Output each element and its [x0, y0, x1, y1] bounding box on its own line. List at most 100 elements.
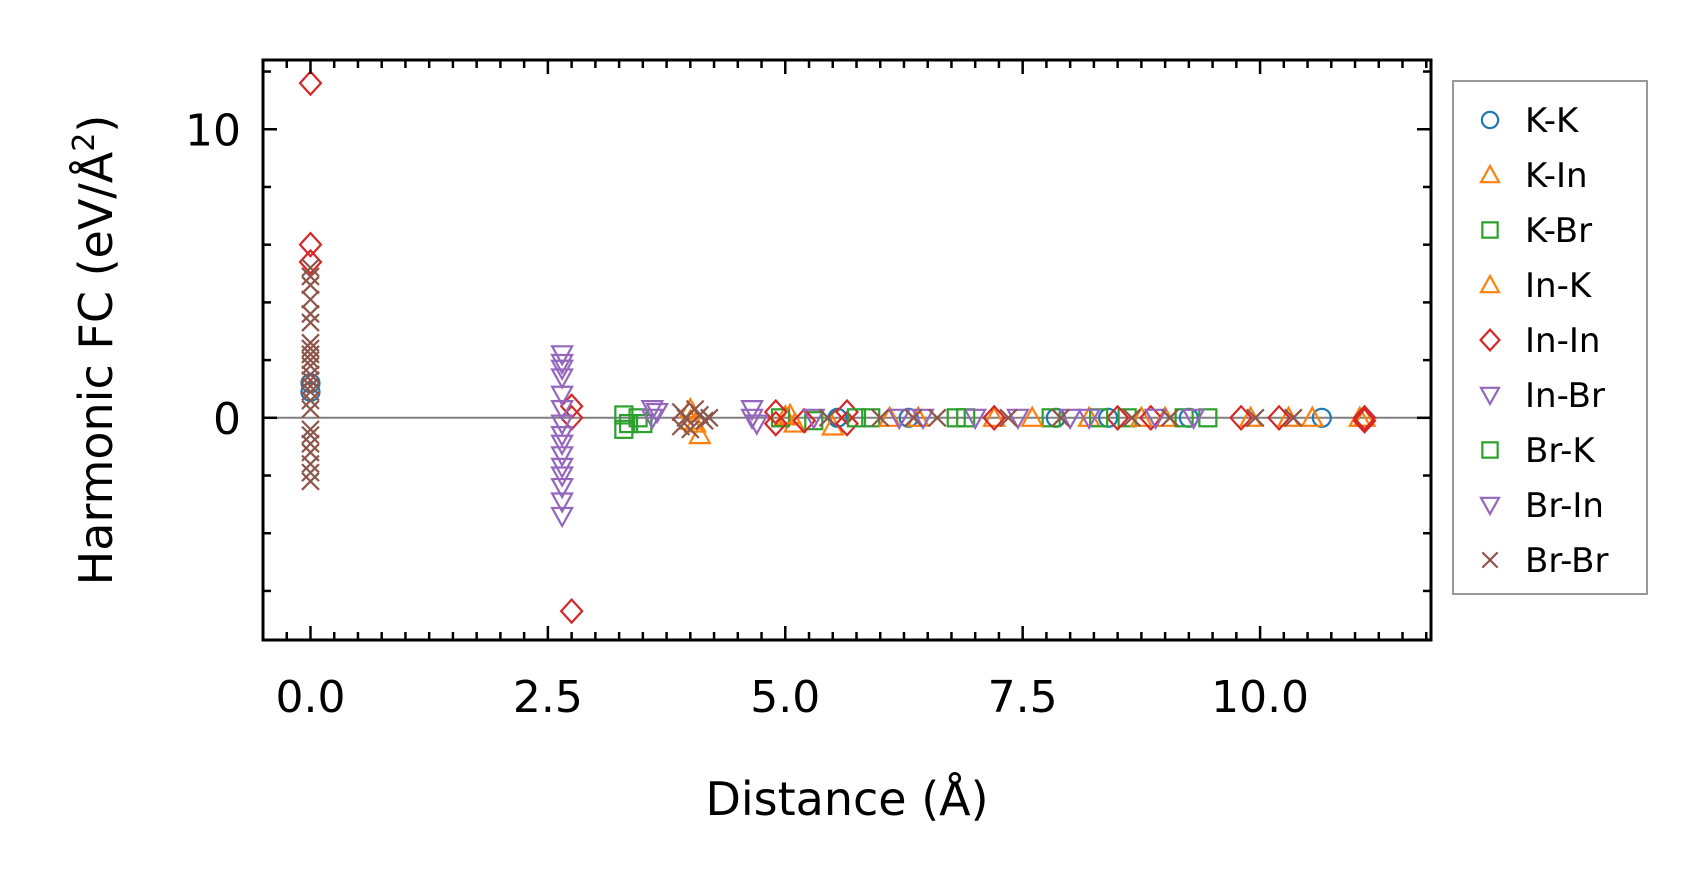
- data-point-in-in: [792, 407, 817, 434]
- legend-entry-br-in: Br-In: [1479, 486, 1604, 526]
- data-point-in-in: [298, 231, 323, 258]
- legend-label: In-K: [1525, 266, 1593, 306]
- x-tick-label: 0.0: [275, 672, 345, 723]
- series-br-in: [640, 400, 1206, 436]
- data-point-in-in: [298, 69, 323, 97]
- legend: K-K K-In K-Br In-K In-In In-Br Br-K Br-In Br-Br: [1452, 80, 1648, 595]
- data-point-br-br: [301, 313, 320, 332]
- legend-label: Br-K: [1525, 431, 1596, 471]
- data-point-in-br: [550, 368, 574, 390]
- data-point-in-in: [1105, 404, 1130, 431]
- legend-marker: [1481, 551, 1499, 569]
- data-point-br-br: [301, 420, 320, 439]
- series-in-br: [550, 345, 1168, 529]
- data-point-br-br: [301, 267, 320, 286]
- data-point-k-in: [1300, 405, 1325, 427]
- x-tick-label: 2.5: [513, 672, 583, 723]
- legend-label: K-Br: [1525, 211, 1592, 251]
- data-point-br-br: [301, 258, 320, 278]
- data-point-in-br: [1143, 408, 1168, 431]
- data-point-br-k: [633, 413, 653, 434]
- data-point-br-in: [645, 402, 669, 425]
- series-br-br: [301, 258, 1303, 491]
- data-point-br-in: [640, 408, 665, 431]
- legend-entry-k-k: K-K: [1480, 101, 1580, 141]
- data-point-br-in: [1006, 408, 1030, 431]
- data-point-br-k: [946, 408, 966, 428]
- data-point-in-in: [1267, 404, 1292, 431]
- x-axis-label: Distance (Å): [705, 772, 988, 826]
- data-point-br-br: [301, 425, 320, 445]
- data-point-br-br: [301, 350, 320, 370]
- data-point-in-br: [550, 434, 574, 457]
- data-point-br-br: [700, 408, 719, 428]
- legend-label: K-In: [1525, 156, 1588, 196]
- data-point-br-br: [301, 434, 320, 454]
- legend-label: Br-Br: [1525, 541, 1609, 581]
- data-point-in-k: [1020, 405, 1045, 427]
- data-point-br-br: [301, 290, 320, 309]
- data-point-br-br: [681, 420, 700, 439]
- data-point-br-br: [301, 454, 320, 474]
- legend-marker: [1480, 110, 1500, 130]
- data-point-k-in: [982, 405, 1007, 427]
- x-tick-label: 7.5: [988, 672, 1058, 723]
- data-point-br-br: [1246, 408, 1265, 428]
- data-point-in-br: [550, 506, 574, 529]
- plot-frame: [261, 58, 1433, 642]
- data-point-in-br: [550, 466, 574, 488]
- y-axis-label-superscript: 2: [67, 133, 102, 152]
- data-point-in-br: [801, 408, 826, 431]
- legend-entry-k-in: K-In: [1479, 156, 1588, 196]
- data-point-in-br: [550, 400, 574, 422]
- data-point-in-in: [1352, 404, 1377, 431]
- y-axis-label-suffix: ): [69, 115, 123, 133]
- data-point-in-in: [835, 410, 859, 437]
- data-point-br-br: [1051, 408, 1070, 428]
- data-point-in-br: [550, 446, 574, 468]
- axis-tick-labels: 0.0 2.5 5.0 7.5 10.0 0 10: [185, 105, 1309, 723]
- data-point-br-in: [740, 408, 764, 431]
- data-point-br-br: [904, 408, 923, 428]
- legend-label: In-Br: [1525, 376, 1605, 416]
- legend-label: K-K: [1525, 101, 1580, 141]
- data-point-in-br: [1058, 408, 1083, 431]
- legend-marker: [1481, 221, 1499, 239]
- data-point-br-br: [301, 275, 320, 295]
- data-point-br-br: [695, 411, 714, 430]
- data-point-br-br: [927, 408, 947, 428]
- data-point-br-br: [301, 391, 320, 410]
- data-point-br-br: [818, 408, 838, 428]
- data-point-in-in: [763, 410, 788, 437]
- data-point-in-br: [550, 492, 574, 514]
- data-point-br-in: [1181, 408, 1206, 431]
- y-tick-label: 0: [213, 394, 241, 445]
- data-point-in-in: [298, 248, 323, 276]
- data-point-in-br: [963, 408, 988, 431]
- legend-entry-in-in: In-In: [1479, 321, 1600, 361]
- scatter-marks: [298, 69, 1377, 625]
- legend-entry-br-k: Br-K: [1481, 431, 1596, 471]
- y-tick-label: 10: [185, 105, 241, 156]
- x-tick-label: 5.0: [750, 672, 820, 723]
- data-point-in-k: [1129, 405, 1154, 427]
- axis-ticks: [261, 60, 1431, 640]
- data-point-in-br: [550, 353, 574, 376]
- data-point-in-br: [550, 477, 574, 500]
- data-point-in-in: [763, 398, 788, 426]
- data-point-br-br: [301, 472, 320, 491]
- data-point-br-br: [301, 382, 320, 402]
- x-tick-label: 10.0: [1211, 672, 1309, 723]
- data-point-br-br: [301, 356, 320, 376]
- data-point-in-in: [1352, 407, 1377, 434]
- data-point-br-k: [614, 419, 634, 439]
- data-point-br-in: [1077, 408, 1102, 431]
- legend-marker: [1479, 163, 1501, 184]
- data-point-br-br: [301, 304, 320, 324]
- data-point-br-br: [870, 408, 890, 428]
- data-point-br-br: [301, 376, 320, 396]
- legend-entry-in-k: In-K: [1479, 266, 1593, 306]
- legend-entry-k-br: K-Br: [1481, 211, 1592, 251]
- legend-entry-br-br: Br-Br: [1481, 541, 1609, 581]
